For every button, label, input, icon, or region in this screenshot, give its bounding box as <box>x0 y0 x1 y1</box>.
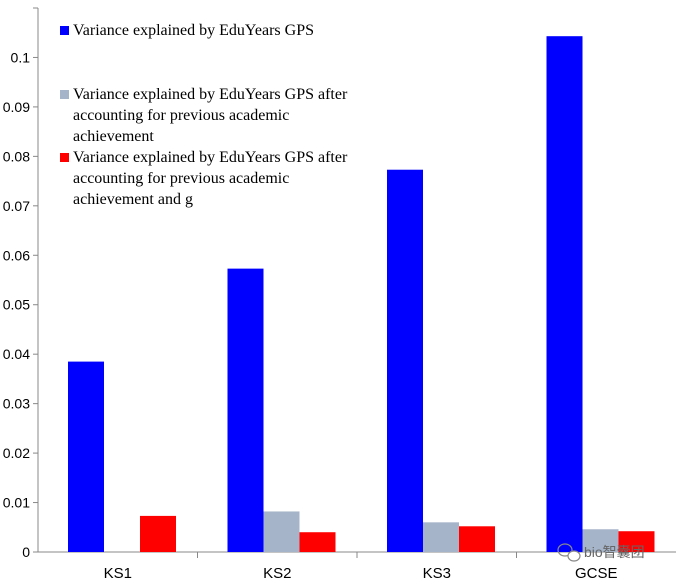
legend: Variance explained by EduYears GPS Varian… <box>60 22 348 208</box>
bar-ks1-series-1 <box>68 361 104 552</box>
legend-label-line: Variance explained by EduYears GPS after <box>73 149 348 166</box>
legend-entry-3: Variance explained by EduYears GPS after… <box>60 149 348 208</box>
bar-ks3-series-1 <box>387 169 423 552</box>
category-label: KS1 <box>104 565 132 582</box>
y-tick-label: 0.06 <box>3 247 30 263</box>
bar-ks2-series-1 <box>227 268 264 552</box>
legend-entry-2: Variance explained by EduYears GPS after… <box>60 86 348 145</box>
legend-entry-1: Variance explained by EduYears GPS <box>60 22 314 39</box>
watermark: bio智囊团 <box>557 543 645 562</box>
bar-gcse-series-1 <box>546 36 583 553</box>
bar-ks1-series-3 <box>140 515 176 552</box>
category-label: KS3 <box>423 565 451 582</box>
bar-ks2-series-2 <box>263 511 300 552</box>
legend-swatch <box>60 153 69 162</box>
bar-gcse-series-2 <box>582 529 619 552</box>
y-tick-label: 0.05 <box>3 297 30 313</box>
category-label: KS2 <box>263 565 291 582</box>
y-tick-label: 0.03 <box>3 396 30 412</box>
axes: 0 0.01 0.02 0.03 0.04 0.05 0.06 0.07 0.08 0.09 0.1 <box>3 7 676 560</box>
legend-swatch <box>60 90 69 99</box>
category-label: GCSE <box>575 565 618 582</box>
y-tick-label: 0.1 <box>11 49 31 65</box>
legend-label-line: achievement <box>73 128 154 145</box>
legend-label-line: accounting for previous academic <box>73 107 289 124</box>
watermark-text: bio智囊团 <box>584 544 645 560</box>
y-tick-label: 0.09 <box>3 99 30 115</box>
legend-label-line: Variance explained by EduYears GPS <box>73 22 314 39</box>
legend-label-line: Variance explained by EduYears GPS after <box>73 86 348 103</box>
legend-label-line: accounting for previous academic <box>73 170 289 187</box>
bar-gcse-series-3 <box>618 531 655 552</box>
legend-label-line: achievement and g <box>73 191 193 208</box>
y-tick-label: 0.01 <box>3 495 30 511</box>
y-tick-label: 0 <box>22 544 30 560</box>
y-tick-label: 0.08 <box>3 148 30 164</box>
wechat-icon <box>557 543 581 562</box>
legend-swatch <box>60 26 69 35</box>
bar-ks3-series-3 <box>459 526 495 552</box>
bars <box>68 36 655 553</box>
bar-ks2-series-3 <box>299 532 336 552</box>
y-tick-label: 0.02 <box>3 445 30 461</box>
y-tick-label: 0.04 <box>3 346 30 362</box>
bar-ks3-series-2 <box>423 522 459 552</box>
category-labels: KS1 KS2 KS3 GCSE <box>104 565 618 582</box>
y-tick-label: 0.07 <box>3 198 30 214</box>
